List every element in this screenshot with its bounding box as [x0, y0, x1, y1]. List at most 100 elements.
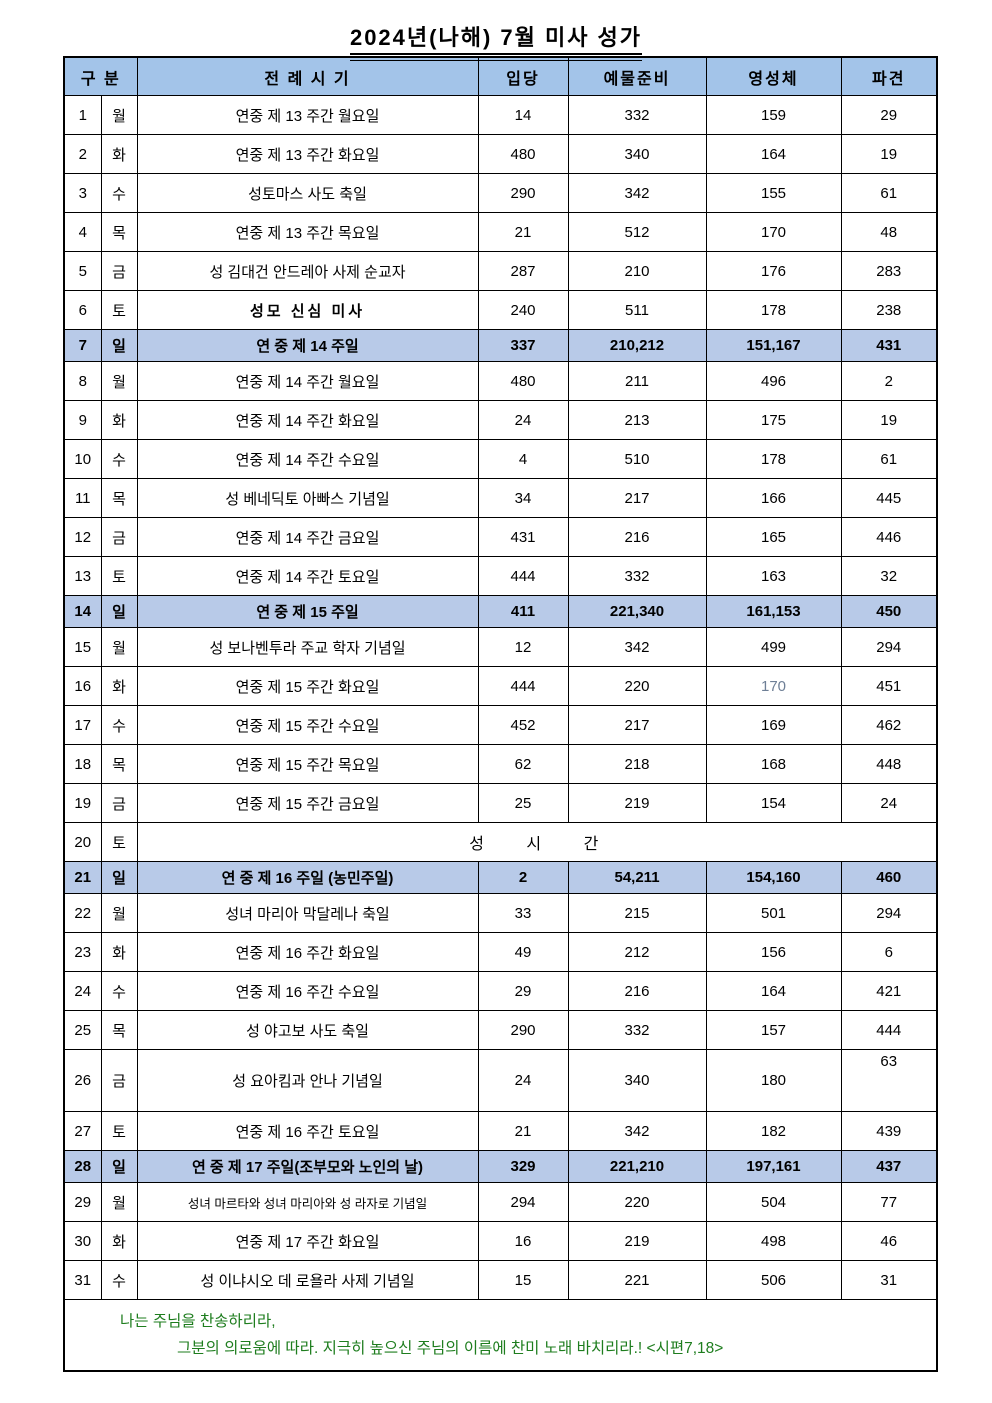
dismissal-cell: 294 — [840, 893, 938, 933]
communion-cell: 182 — [705, 1111, 842, 1151]
dismissal-cell: 77 — [840, 1182, 938, 1222]
entrance-cell: 34 — [477, 478, 569, 518]
season-cell: 연 중 제 16 주일 (농민주일) — [136, 861, 479, 894]
communion-cell: 178 — [705, 290, 842, 330]
header-dismissal: 파견 — [840, 56, 938, 96]
offertory-cell: 218 — [567, 744, 707, 784]
communion-cell: 156 — [705, 932, 842, 972]
table-row: 15 월 성 보나벤투라 주교 학자 기념일 12 342 499 294 — [63, 627, 938, 667]
season-cell: 성 이냐시오 데 로욜라 사제 기념일 — [136, 1260, 479, 1300]
entrance-cell: 15 — [477, 1260, 569, 1300]
season-cell: 성 김대건 안드레아 사제 순교자 — [136, 251, 479, 291]
dismissal-cell: 46 — [840, 1221, 938, 1261]
day-cell: 2 — [63, 134, 102, 174]
table-row: 3 수 성토마스 사도 축일 290 342 155 61 — [63, 173, 938, 213]
season-cell: 연중 제 17 주간 화요일 — [136, 1221, 479, 1261]
weekday-cell: 일 — [100, 1150, 138, 1183]
day-cell: 31 — [63, 1260, 102, 1300]
psalm-line-1: 나는 주님을 찬송하리라, — [120, 1312, 276, 1330]
weekday-cell: 토 — [100, 822, 138, 862]
dismissal-cell: 283 — [840, 251, 938, 291]
communion-cell: 151,167 — [705, 329, 842, 362]
offertory-cell: 221 — [567, 1260, 707, 1300]
offertory-cell: 340 — [567, 1049, 707, 1112]
offertory-cell: 216 — [567, 971, 707, 1011]
weekday-cell: 토 — [100, 1111, 138, 1151]
header-entrance: 입당 — [477, 56, 569, 96]
communion-cell: 180 — [705, 1049, 842, 1112]
weekday-cell: 목 — [100, 478, 138, 518]
header-row: 구 분 전 례 시 기 입당 예물준비 영성체 파견 — [63, 56, 938, 96]
page-header: 2024년(나해) 7월 미사 성가 — [0, 0, 992, 61]
dismissal-cell: 421 — [840, 971, 938, 1011]
day-cell: 6 — [63, 290, 102, 330]
communion-cell: 168 — [705, 744, 842, 784]
offertory-cell: 219 — [567, 1221, 707, 1261]
dismissal-cell: 437 — [840, 1150, 938, 1183]
offertory-cell: 332 — [567, 1010, 707, 1050]
dismissal-cell: 445 — [840, 478, 938, 518]
entrance-cell: 29 — [477, 971, 569, 1011]
title-underline: 2024년(나해) 7월 미사 성가 — [349, 20, 643, 61]
psalm-line-2: 그분의 의로움에 따라. 지극히 높으신 주님의 이름에 찬미 노래 바치리라.… — [177, 1340, 724, 1357]
table-row: 30 화 연중 제 17 주간 화요일 16 219 498 46 — [63, 1221, 938, 1261]
offertory-cell: 220 — [567, 1182, 707, 1222]
offertory-cell: 210 — [567, 251, 707, 291]
day-cell: 20 — [63, 822, 102, 862]
season-cell: 연중 제 14 주간 토요일 — [136, 556, 479, 596]
offertory-cell: 219 — [567, 783, 707, 823]
season-cell: 연 중 제 14 주일 — [136, 329, 479, 362]
weekday-cell: 금 — [100, 517, 138, 557]
season-cell: 연중 제 14 주간 수요일 — [136, 439, 479, 479]
season-cell: 연중 제 16 주간 토요일 — [136, 1111, 479, 1151]
weekday-cell: 월 — [100, 893, 138, 933]
table-row: 31 수 성 이냐시오 데 로욜라 사제 기념일 15 221 506 31 — [63, 1260, 938, 1300]
offertory-cell: 212 — [567, 932, 707, 972]
entrance-cell: 49 — [477, 932, 569, 972]
communion-cell: 164 — [705, 134, 842, 174]
communion-cell: 496 — [705, 361, 842, 401]
weekday-cell: 월 — [100, 95, 138, 135]
table-row: 11 목 성 베네딕토 아빠스 기념일 34 217 166 445 — [63, 478, 938, 518]
offertory-cell: 511 — [567, 290, 707, 330]
season-cell: 성모 신심 미사 — [136, 290, 479, 330]
entrance-cell: 24 — [477, 400, 569, 440]
dismissal-cell: 61 — [840, 173, 938, 213]
dismissal-cell: 24 — [840, 783, 938, 823]
day-cell: 19 — [63, 783, 102, 823]
entrance-cell: 452 — [477, 705, 569, 745]
offertory-cell: 342 — [567, 173, 707, 213]
season-cell: 연중 제 15 주간 수요일 — [136, 705, 479, 745]
table-row: 25 목 성 야고보 사도 축일 290 332 157 444 — [63, 1010, 938, 1050]
page-title: 2024년(나해) 7월 미사 성가 — [349, 20, 643, 55]
weekday-cell: 수 — [100, 705, 138, 745]
sunday-row: 21 일 연 중 제 16 주일 (농민주일) 2 54,211 154,160 460 — [63, 861, 938, 894]
season-cell: 성 요아킴과 안나 기념일 — [136, 1049, 479, 1112]
table-row: 9 화 연중 제 14 주간 화요일 24 213 175 19 — [63, 400, 938, 440]
season-cell: 연중 제 13 주간 월요일 — [136, 95, 479, 135]
dismissal-cell: 19 — [840, 134, 938, 174]
entrance-cell: 337 — [477, 329, 569, 362]
offertory-cell: 510 — [567, 439, 707, 479]
day-cell: 30 — [63, 1221, 102, 1261]
dismissal-cell: 6 — [840, 932, 938, 972]
communion-cell: 169 — [705, 705, 842, 745]
communion-cell: 166 — [705, 478, 842, 518]
entrance-cell: 62 — [477, 744, 569, 784]
entrance-cell: 290 — [477, 1010, 569, 1050]
season-cell: 연중 제 16 주간 화요일 — [136, 932, 479, 972]
day-cell: 10 — [63, 439, 102, 479]
season-cell: 연중 제 13 주간 목요일 — [136, 212, 479, 252]
table-row: 4 목 연중 제 13 주간 목요일 21 512 170 48 — [63, 212, 938, 252]
offertory-cell: 216 — [567, 517, 707, 557]
day-cell: 17 — [63, 705, 102, 745]
weekday-cell: 화 — [100, 1221, 138, 1261]
communion-cell: 164 — [705, 971, 842, 1011]
day-cell: 16 — [63, 666, 102, 706]
weekday-cell: 토 — [100, 556, 138, 596]
offertory-cell: 210,212 — [567, 329, 707, 362]
season-cell: 연중 제 14 주간 화요일 — [136, 400, 479, 440]
day-cell: 28 — [63, 1150, 102, 1183]
season-cell: 성 베네딕토 아빠스 기념일 — [136, 478, 479, 518]
entrance-cell: 2 — [477, 861, 569, 894]
